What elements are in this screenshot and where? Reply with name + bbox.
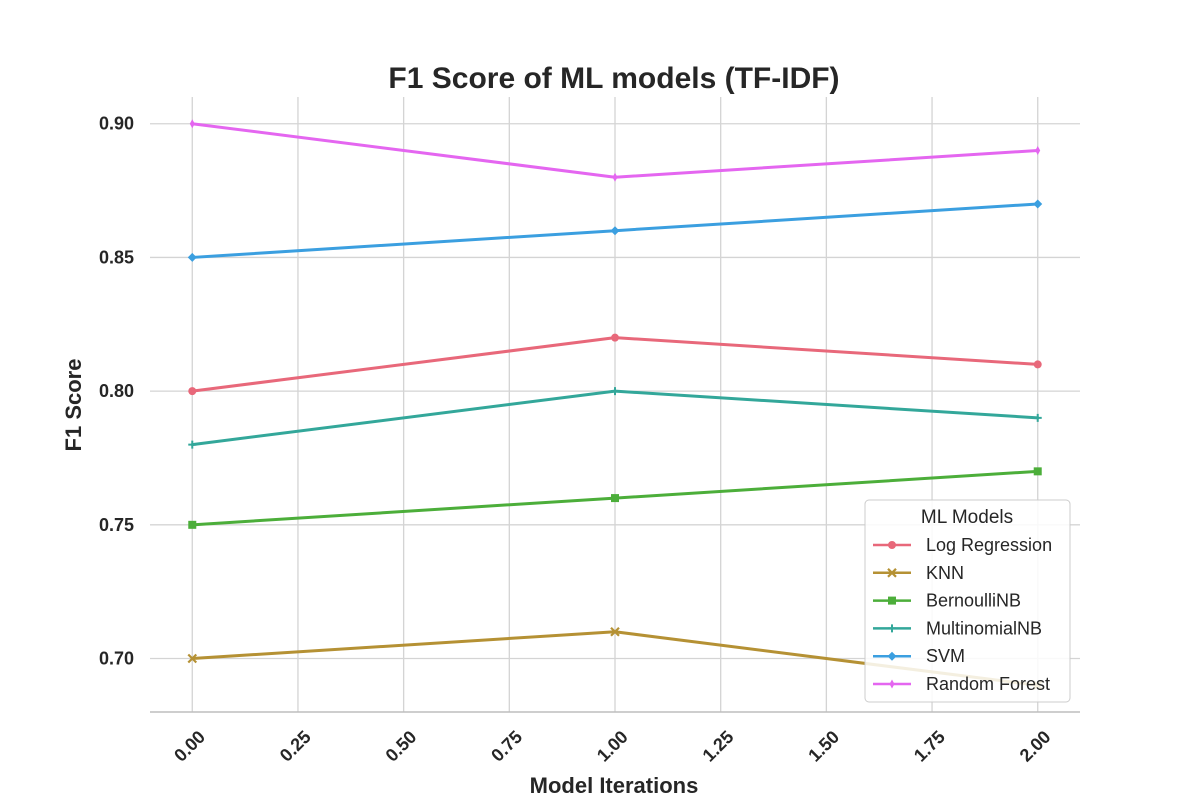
data-point-log-regression (1033, 360, 1042, 369)
data-point-log-regression (188, 387, 197, 396)
data-point-multinomialnb (188, 440, 197, 449)
legend-label: MultinomialNB (926, 618, 1042, 638)
grid (150, 97, 1080, 712)
data-point-knn (610, 627, 620, 637)
data-point-bernoullinb (188, 520, 197, 529)
x-tick-label: 1.00 (593, 727, 632, 766)
legend-items: Log Regression KNN BernoulliNB MultinomialN… (873, 535, 1052, 694)
x-tick-label: 0.00 (170, 727, 209, 766)
x-axis-label: Model Iterations (530, 773, 699, 798)
data-point-knn (187, 653, 198, 664)
data-point-svm (610, 226, 620, 236)
x-tick-label: 1.25 (699, 727, 738, 766)
legend-marker (888, 596, 896, 605)
legend-marker (888, 624, 896, 633)
y-tick-labels: 0.70 0.75 0.80 0.85 0.90 (99, 114, 134, 669)
legend: ML Models Log Regression KNN BernoulliNB Mu… (864, 499, 1071, 703)
y-axis-label: F1 Score (61, 359, 86, 452)
legend-item-bernoullinb: BernoulliNB (873, 591, 1021, 611)
data-point-bernoullinb (611, 494, 619, 503)
legend-item-knn: KNN (873, 563, 964, 583)
legend-marker (889, 679, 895, 689)
y-tick-label: 0.80 (99, 381, 134, 401)
chart-title: F1 Score of ML models (TF-IDF) (388, 62, 839, 95)
legend-marker (887, 568, 897, 578)
x-tick-label: 1.50 (804, 727, 843, 766)
series-multinomialnb (188, 387, 1042, 449)
series-random-forest (189, 119, 1041, 182)
data-point-random-forest (189, 119, 195, 129)
legend-label: KNN (926, 563, 964, 583)
data-point-random-forest (612, 172, 618, 182)
y-tick-label: 0.90 (99, 114, 134, 134)
x-tick-labels: 0.00 0.25 0.50 0.75 1.00 1.25 1.50 1.75 2.00 (170, 727, 1054, 766)
legend-label: Random Forest (926, 674, 1050, 694)
data-point-svm (187, 252, 197, 262)
legend-label: BernoulliNB (926, 591, 1021, 611)
y-tick-label: 0.75 (99, 515, 134, 535)
series-bernoullinb (188, 467, 1042, 529)
series-log-regression (188, 333, 1042, 396)
series-svm (187, 199, 1043, 262)
legend-item-multinomialnb: MultinomialNB (873, 618, 1042, 638)
legend-item-log-regression: Log Regression (873, 535, 1052, 555)
data-point-log-regression (611, 333, 619, 342)
y-tick-label: 0.70 (99, 649, 134, 669)
legend-frame (864, 499, 1071, 703)
legend-label: Log Regression (926, 535, 1052, 555)
data-point-bernoullinb (1033, 467, 1042, 476)
x-tick-label: 2.00 (1016, 727, 1055, 766)
data-point-random-forest (1035, 145, 1041, 155)
legend-marker (888, 541, 896, 549)
legend-title: ML Models (921, 507, 1013, 528)
x-tick-label: 0.75 (487, 727, 526, 766)
data-point-multinomialnb (611, 387, 619, 396)
legend-item-random-forest: Random Forest (873, 674, 1050, 694)
data-point-multinomialnb (1033, 413, 1042, 422)
y-tick-label: 0.85 (99, 247, 134, 267)
legend-item-svm: SVM (873, 646, 965, 666)
x-tick-label: 0.50 (382, 727, 421, 766)
legend-label: SVM (926, 646, 965, 666)
legend-marker (887, 651, 897, 661)
x-tick-label: 1.75 (910, 727, 949, 766)
data-point-svm (1033, 199, 1043, 209)
x-tick-label: 0.25 (276, 727, 315, 766)
